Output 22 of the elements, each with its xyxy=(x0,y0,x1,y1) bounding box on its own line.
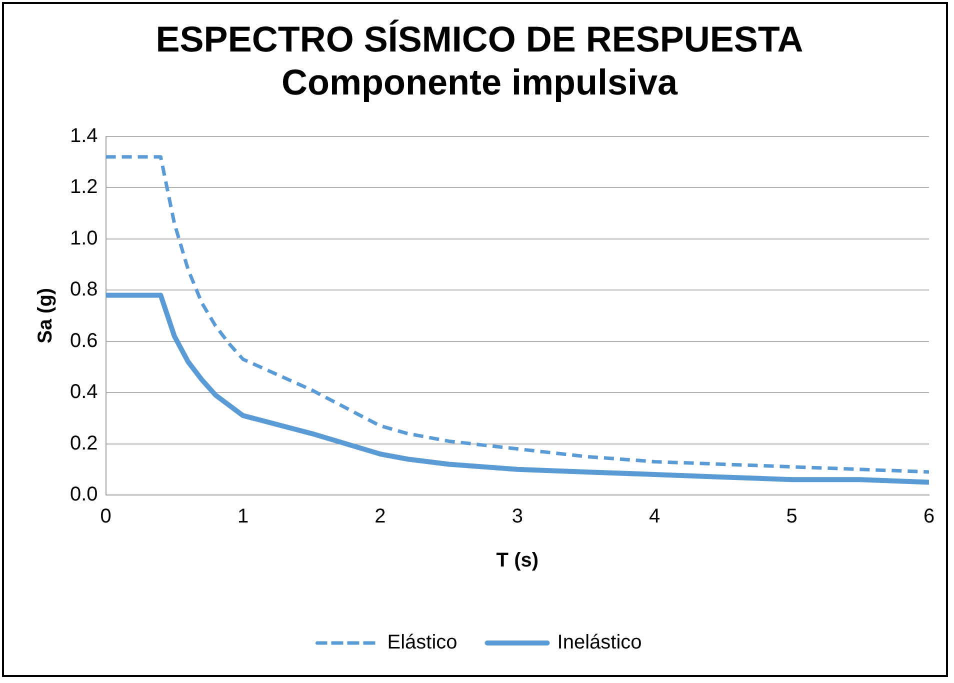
y-tick-label: 1.0 xyxy=(70,227,98,250)
legend-label: Inelástico xyxy=(557,632,642,654)
x-tick-label: 5 xyxy=(786,506,798,528)
x-tick-label: 3 xyxy=(512,506,523,528)
legend-label: Elástico xyxy=(387,632,458,654)
x-tick-label: 2 xyxy=(374,506,386,528)
x-tick-label: 0 xyxy=(100,506,112,528)
y-tick-label: 0.2 xyxy=(70,432,98,454)
y-tick-label: 0.6 xyxy=(70,330,98,352)
x-tick-label: 6 xyxy=(923,506,935,528)
y-tick-label: 0.4 xyxy=(70,381,98,404)
x-tick-label: 4 xyxy=(649,506,660,528)
y-tick-label: 0.0 xyxy=(70,484,98,506)
text: Componente impulsiva xyxy=(281,62,678,103)
y-tick-label: 1.4 xyxy=(70,124,98,147)
y-tick-label: 1.2 xyxy=(70,176,98,198)
y-tick-label: 0.8 xyxy=(70,278,98,301)
x-tick-label: 1 xyxy=(237,506,249,528)
y-axis-title: Sa (g) xyxy=(34,288,57,344)
line-series xyxy=(106,155,929,474)
x-axis-title: T (s) xyxy=(496,550,539,572)
text: ESPECTRO SÍSMICO DE RESPUESTA xyxy=(156,18,804,60)
